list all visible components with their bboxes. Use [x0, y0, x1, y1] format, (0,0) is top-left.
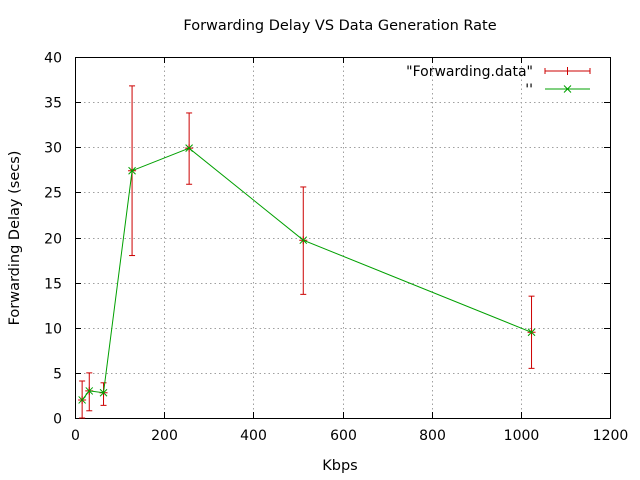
chart-title: Forwarding Delay VS Data Generation Rate [183, 18, 496, 34]
legend-x-marker [563, 85, 572, 93]
y-tick-label: 5 [53, 367, 62, 383]
y-tick-label: 0 [53, 412, 62, 428]
y-tick-label: 20 [44, 232, 62, 248]
axis-ticks: 0 200 400 600 800 1000 1200 0 5 10 15 20 25 30 35 40 [44, 51, 628, 445]
x-marker [128, 166, 136, 175]
x-tick-label: 800 [419, 428, 446, 444]
error-bar [99, 382, 108, 406]
legend-label: "Forwarding.data" [406, 64, 533, 80]
x-marker [299, 236, 308, 245]
x-tick-label: 400 [240, 428, 267, 444]
x-marker [78, 396, 86, 404]
x-tick-label: 1000 [504, 428, 540, 444]
legend-errorbar-sample [544, 67, 591, 75]
y-axis-label: Forwarding Delay (secs) [7, 151, 23, 326]
y-tick-label: 10 [44, 322, 62, 338]
x-tick-label: 0 [71, 428, 80, 444]
x-marker [99, 388, 108, 397]
error-bar [85, 372, 94, 412]
y-tick-label: 40 [44, 51, 62, 67]
x-marker [185, 144, 193, 153]
x-tick-label: 200 [151, 428, 178, 444]
legend: "Forwarding.data" '' [406, 64, 591, 98]
y-tick-label: 25 [44, 186, 62, 202]
x-axis-label: Kbps [322, 458, 357, 474]
legend-label: '' [525, 82, 533, 98]
x-tick-label: 600 [330, 428, 357, 444]
y-tick-label: 35 [44, 96, 62, 112]
x-marker [527, 328, 536, 337]
x-marker [85, 387, 94, 395]
grid [75, 57, 610, 418]
plot-marks [78, 85, 536, 419]
y-tick-label: 30 [44, 141, 62, 157]
y-tick-label: 15 [44, 277, 62, 293]
x-tick-label: 1200 [593, 428, 629, 444]
series-line [81, 147, 532, 401]
